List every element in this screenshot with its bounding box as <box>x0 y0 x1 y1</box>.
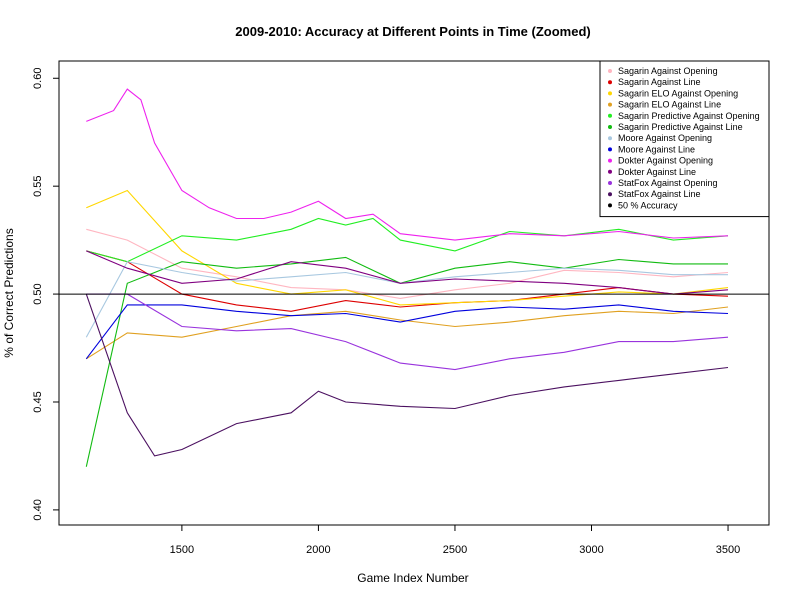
y-tick-label: 0.45 <box>32 391 44 412</box>
legend-swatch <box>608 69 612 73</box>
legend-swatch <box>608 169 612 174</box>
y-tick-label: 0.60 <box>32 68 44 89</box>
legend-entry: Sagarin Predictive Against Line <box>618 122 743 132</box>
y-axis: 0.40 0.45 0.50 0.55 0.60 <box>32 68 59 521</box>
legend-swatch <box>608 192 612 197</box>
series-line <box>86 217 729 263</box>
legend-entry: Sagarin ELO Against Line <box>618 100 721 110</box>
legend-box <box>599 60 770 218</box>
x-axis-label: Game Index Number <box>357 571 468 585</box>
legend-swatch <box>608 147 612 152</box>
legend-entry: StatFox Against Line <box>618 189 701 199</box>
legend-entry: Moore Against Line <box>618 144 695 154</box>
y-tick-label: 0.50 <box>32 283 44 304</box>
legend-entry: Dokter Against Opening <box>618 156 713 166</box>
legend-entry: Sagarin Against Opening <box>618 66 718 76</box>
series-line <box>86 306 729 360</box>
legend-entry: StatFox Against Opening <box>618 178 718 188</box>
x-tick-label: 2500 <box>443 544 467 556</box>
series-line <box>86 189 729 306</box>
series-line <box>86 228 729 299</box>
x-tick-label: 1500 <box>170 544 194 556</box>
x-axis: 1500 2000 2500 3000 3500 <box>170 525 740 556</box>
chart-title: 2009-2010: Accuracy at Different Points … <box>235 24 590 39</box>
legend-swatch <box>608 113 612 118</box>
series-line <box>86 250 729 295</box>
series-line <box>86 293 729 371</box>
legend-swatch <box>608 80 612 85</box>
y-axis-label: % of Correct Predictions <box>2 228 16 357</box>
legend-entry: Sagarin Predictive Against Opening <box>618 111 760 121</box>
legend-swatch <box>608 91 612 96</box>
x-tick-label: 2000 <box>306 544 330 556</box>
legend-swatch <box>608 102 612 107</box>
legend-entry: Sagarin ELO Against Opening <box>618 88 738 98</box>
y-tick-label: 0.55 <box>32 175 44 196</box>
y-tick-label: 0.40 <box>32 499 44 520</box>
legend-entry: 50 % Accuracy <box>618 200 678 210</box>
series-line <box>86 88 729 241</box>
series-layer <box>59 88 769 467</box>
legend-swatch <box>608 181 612 185</box>
series-line <box>85 293 729 457</box>
x-tick-label: 3500 <box>716 544 740 556</box>
legend-swatch <box>608 158 612 163</box>
legend-entry: Dokter Against Line <box>618 167 696 177</box>
legend-swatch <box>608 203 612 208</box>
plot-frame <box>58 60 770 526</box>
series-line <box>85 304 729 360</box>
legend-entry: Sagarin Against Line <box>618 77 701 87</box>
legend-swatch <box>608 136 612 141</box>
legend-swatch <box>608 125 612 129</box>
x-tick-label: 3000 <box>579 544 603 556</box>
legend-entry: Moore Against Opening <box>618 133 712 143</box>
